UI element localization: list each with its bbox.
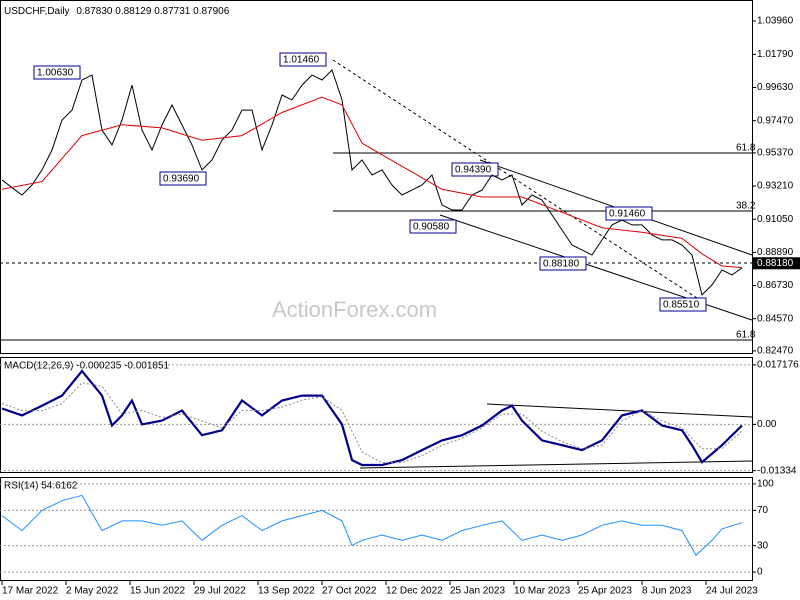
y-tick-label: 0.99630 (757, 82, 794, 93)
annotation-box (33, 65, 81, 80)
fib-label: 38.2 (736, 201, 756, 212)
macd-trend (486, 403, 753, 418)
annotation-box (279, 52, 327, 67)
fib-label: 61.8 (736, 143, 756, 154)
x-tick-label: 12 Dec 2022 (386, 586, 443, 597)
watermark: ActionForex.com (272, 297, 437, 322)
x-tick-label: 2 May 2022 (66, 586, 119, 597)
annotation-label: 0.91460 (609, 209, 646, 220)
macd-panel (0, 357, 753, 473)
annotation-box (451, 162, 499, 177)
y-tick-label: 1.01790 (757, 49, 794, 60)
x-tick-label: 24 Jul 2023 (706, 586, 758, 597)
ohlc: 0.88129 (115, 6, 152, 17)
series-line (1, 494, 743, 557)
annotation-label: 0.93690 (163, 174, 200, 185)
y-tick-label: 70 (757, 505, 769, 516)
y-tick-label: 0.86730 (757, 280, 794, 291)
header: USDCHF,Daily 0.87830 0.88129 0.87731 0.8… (4, 6, 230, 17)
x-tick-label: 25 Apr 2023 (578, 586, 632, 597)
y-tick-label: -0.01334 (757, 465, 797, 476)
annotation-label: 0.88180 (543, 259, 580, 270)
series-line (1, 96, 743, 269)
x-tick-label: 27 Oct 2022 (322, 586, 377, 597)
price-panel (0, 0, 753, 354)
annotation-label: 0.90580 (413, 222, 450, 233)
y-tick-label: 0.82470 (757, 346, 794, 357)
last-price-label: 0.88180 (757, 258, 794, 269)
y-tick-label: 1.03960 (757, 16, 794, 27)
x-tick-label: 25 Jan 2023 (450, 586, 505, 597)
x-tick-label: 13 Sep 2022 (258, 586, 315, 597)
y-tick-label: 0.017176 (757, 360, 799, 371)
panel-label: RSI(14) 54.6162 (4, 481, 78, 492)
ohlc: 0.87830 (76, 6, 113, 17)
y-tick-label: 0 (757, 567, 763, 578)
annotation-box (659, 297, 707, 312)
y-tick-label: 0.88890 (757, 247, 794, 258)
x-tick-label: 17 Mar 2022 (2, 586, 59, 597)
y-tick-label: 0.84570 (757, 313, 794, 324)
series-line (1, 382, 743, 463)
series-line (1, 369, 743, 467)
y-tick-label: 30 (757, 540, 769, 551)
annotation-label: 0.94390 (455, 165, 492, 176)
annotation-label: 1.01460 (283, 55, 320, 66)
symbol: USDCHF,Daily (4, 6, 70, 17)
panel-label: MACD(12,26,9) -0.000235 -0.001851 (4, 361, 170, 372)
x-tick-label: 15 Jun 2022 (130, 586, 185, 597)
annotation-label: 0.85510 (663, 300, 700, 311)
trend-line (332, 59, 701, 301)
y-tick-label: 0.00 (757, 419, 777, 430)
y-tick-label: 0.93210 (757, 181, 794, 192)
ohlc: 0.87906 (193, 6, 230, 17)
x-tick-label: 10 Mar 2023 (514, 586, 571, 597)
annotation-box (159, 171, 207, 186)
fib-label: 61.8 (736, 330, 756, 341)
annotation-box (409, 219, 457, 234)
x-tick-label: 29 Jul 2022 (194, 586, 246, 597)
annotation-box (605, 206, 653, 221)
ohlc: 0.87731 (154, 6, 191, 17)
y-tick-label: 0.91050 (757, 214, 794, 225)
macd-trend (359, 460, 753, 469)
y-tick-label: 0.97470 (757, 115, 794, 126)
annotation-label: 1.00630 (37, 68, 74, 79)
y-tick-label: 0.95370 (757, 148, 794, 159)
x-tick-label: 8 Jun 2023 (642, 586, 692, 597)
annotation-box (539, 256, 587, 271)
series-line (1, 69, 743, 296)
y-tick-label: 100 (757, 479, 774, 490)
annotations: 1.00630 0.93690 1.01460 0.94390 0.90580 0.881… (33, 52, 707, 312)
rsi-panel (0, 477, 753, 581)
last-price-box (753, 257, 800, 270)
